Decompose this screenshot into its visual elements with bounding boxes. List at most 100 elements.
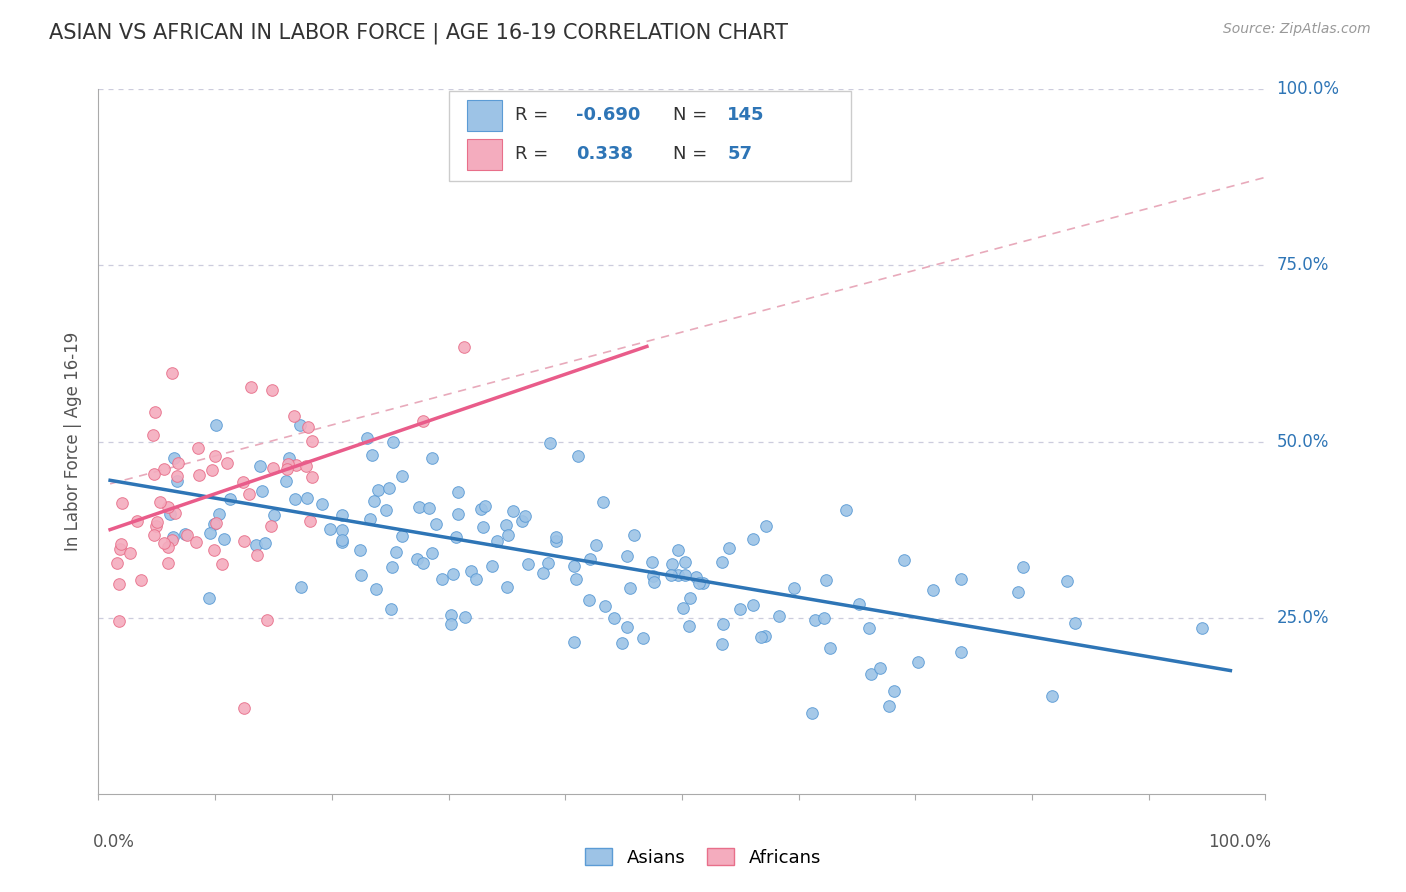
Point [381, 560, 404, 574]
Point [949, 645, 972, 659]
Point [232, 700, 254, 714]
Point [803, 613, 825, 627]
Point [162, 530, 184, 544]
Point [301, 434, 323, 448]
Point [612, 636, 634, 650]
Text: 145: 145 [727, 106, 765, 124]
Point [659, 567, 682, 582]
Point [350, 567, 373, 582]
Point [319, 522, 342, 536]
Point [446, 530, 468, 544]
Point [472, 519, 495, 533]
Text: Source: ZipAtlas.com: Source: ZipAtlas.com [1223, 22, 1371, 37]
Point [166, 468, 188, 483]
Point [166, 474, 188, 488]
Point [711, 555, 734, 569]
Point [860, 666, 883, 681]
Point [284, 491, 307, 506]
Point [163, 450, 186, 465]
Point [585, 538, 607, 552]
FancyBboxPatch shape [467, 100, 502, 130]
Point [277, 457, 299, 471]
Point [295, 459, 318, 474]
Legend: Asians, Africans: Asians, Africans [578, 841, 828, 874]
Point [330, 508, 353, 523]
Text: R =: R = [515, 106, 554, 124]
Point [187, 442, 209, 456]
Point [496, 527, 519, 541]
Point [883, 684, 905, 698]
Point [118, 546, 141, 560]
Point [131, 573, 153, 587]
Point [668, 567, 690, 582]
Point [950, 572, 973, 586]
Point [108, 576, 131, 591]
Point [297, 420, 319, 434]
Point [219, 491, 242, 506]
Text: 57: 57 [727, 145, 752, 163]
Point [381, 435, 404, 450]
Point [678, 619, 700, 633]
Point [295, 491, 318, 505]
Point [641, 568, 664, 582]
Point [440, 607, 463, 622]
Point [156, 556, 179, 570]
Point [1056, 574, 1078, 589]
Point [593, 599, 616, 613]
Point [332, 533, 354, 547]
Point [768, 609, 790, 624]
Point [578, 592, 600, 607]
Point [673, 556, 696, 570]
Point [349, 543, 371, 558]
Point [592, 495, 614, 509]
Text: 100.0%: 100.0% [1277, 80, 1340, 98]
Point [412, 556, 434, 570]
Point [470, 501, 492, 516]
Text: N =: N = [672, 106, 713, 124]
Point [579, 552, 602, 566]
Point [537, 557, 560, 571]
Point [430, 572, 453, 586]
Point [240, 380, 263, 394]
Point [755, 518, 778, 533]
Point [447, 484, 470, 499]
Point [616, 620, 638, 634]
Point [204, 449, 226, 463]
Point [814, 573, 837, 587]
Point [330, 535, 353, 549]
Point [893, 553, 915, 567]
Point [202, 517, 225, 532]
Point [153, 536, 176, 550]
Point [502, 503, 524, 517]
Point [156, 500, 179, 514]
Point [253, 536, 276, 550]
Point [278, 451, 301, 466]
Point [531, 566, 554, 581]
Point [544, 534, 567, 549]
Point [143, 467, 166, 481]
Point [288, 418, 311, 433]
Point [741, 533, 763, 547]
FancyBboxPatch shape [449, 91, 851, 181]
Point [631, 632, 654, 646]
Point [447, 508, 470, 522]
Point [108, 615, 131, 629]
Point [211, 557, 233, 571]
Point [495, 517, 517, 532]
Point [202, 543, 225, 558]
Point [749, 630, 772, 644]
Point [160, 533, 183, 547]
Point [858, 621, 880, 635]
Point [801, 706, 824, 720]
Point [422, 546, 444, 560]
Point [256, 613, 278, 627]
Point [877, 698, 900, 713]
Text: -0.690: -0.690 [575, 106, 640, 124]
Point [187, 467, 209, 482]
Point [538, 436, 561, 450]
Point [378, 481, 401, 495]
Point [159, 507, 181, 521]
Point [198, 525, 221, 540]
Point [105, 556, 128, 570]
Text: 25.0%: 25.0% [1277, 608, 1329, 627]
